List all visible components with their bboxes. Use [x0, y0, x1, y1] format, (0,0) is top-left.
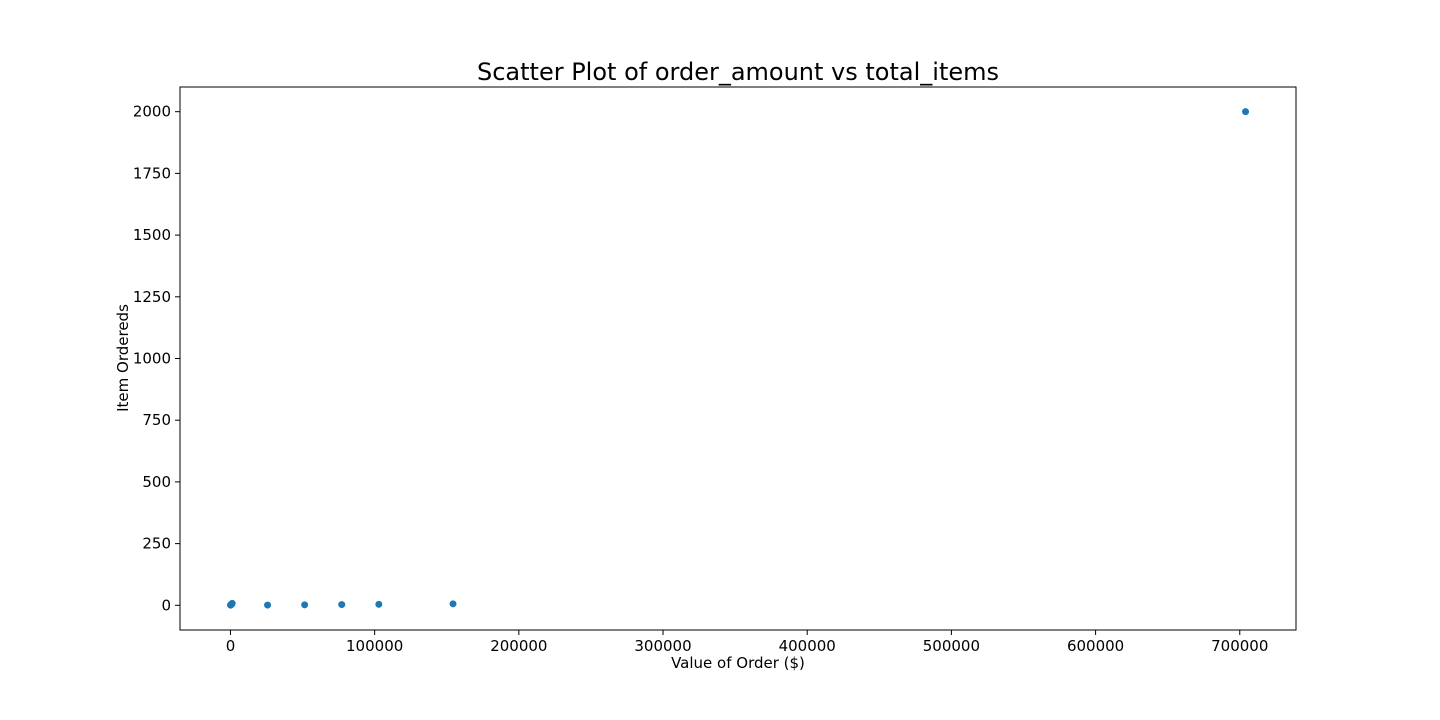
x-axis-label: Value of Order ($) — [671, 654, 805, 672]
x-tick-label: 500000 — [923, 637, 980, 655]
y-tick-label: 2000 — [133, 103, 171, 121]
x-tick-label: 0 — [226, 637, 236, 655]
x-tick-label: 200000 — [490, 637, 547, 655]
scatter-point — [264, 601, 272, 609]
plot-area-frame — [179, 86, 1297, 631]
x-tick-label: 100000 — [346, 637, 403, 655]
y-tick-label: 1750 — [133, 164, 171, 182]
y-tick-label: 1500 — [133, 226, 171, 244]
x-tick-label: 600000 — [1067, 637, 1124, 655]
y-tick-label: 1000 — [133, 350, 171, 368]
y-tick-label: 250 — [142, 535, 171, 553]
x-tick-label: 400000 — [779, 637, 836, 655]
scatter-point — [338, 601, 346, 609]
x-tick-label: 700000 — [1211, 637, 1268, 655]
chart-title: Scatter Plot of order_amount vs total_it… — [477, 58, 999, 86]
x-tick-label: 300000 — [634, 637, 691, 655]
points-layer — [227, 108, 1250, 609]
scatter-point — [375, 600, 383, 608]
y-axis: 0 250 500 750 1000 1250 1500 1750 2000 — [133, 103, 180, 614]
y-axis-label: Item Ordereds — [114, 304, 132, 412]
y-tick-label: 1250 — [133, 288, 171, 306]
scatter-point — [228, 599, 236, 607]
y-tick-label: 750 — [142, 411, 171, 429]
y-tick-label: 500 — [142, 473, 171, 491]
x-axis: 0 100000 200000 300000 400000 500000 600000 700… — [226, 630, 1268, 655]
scatter-point — [301, 601, 309, 609]
scatter-point — [1242, 108, 1250, 116]
scatter-point — [449, 600, 457, 608]
y-tick-label: 0 — [161, 596, 171, 614]
